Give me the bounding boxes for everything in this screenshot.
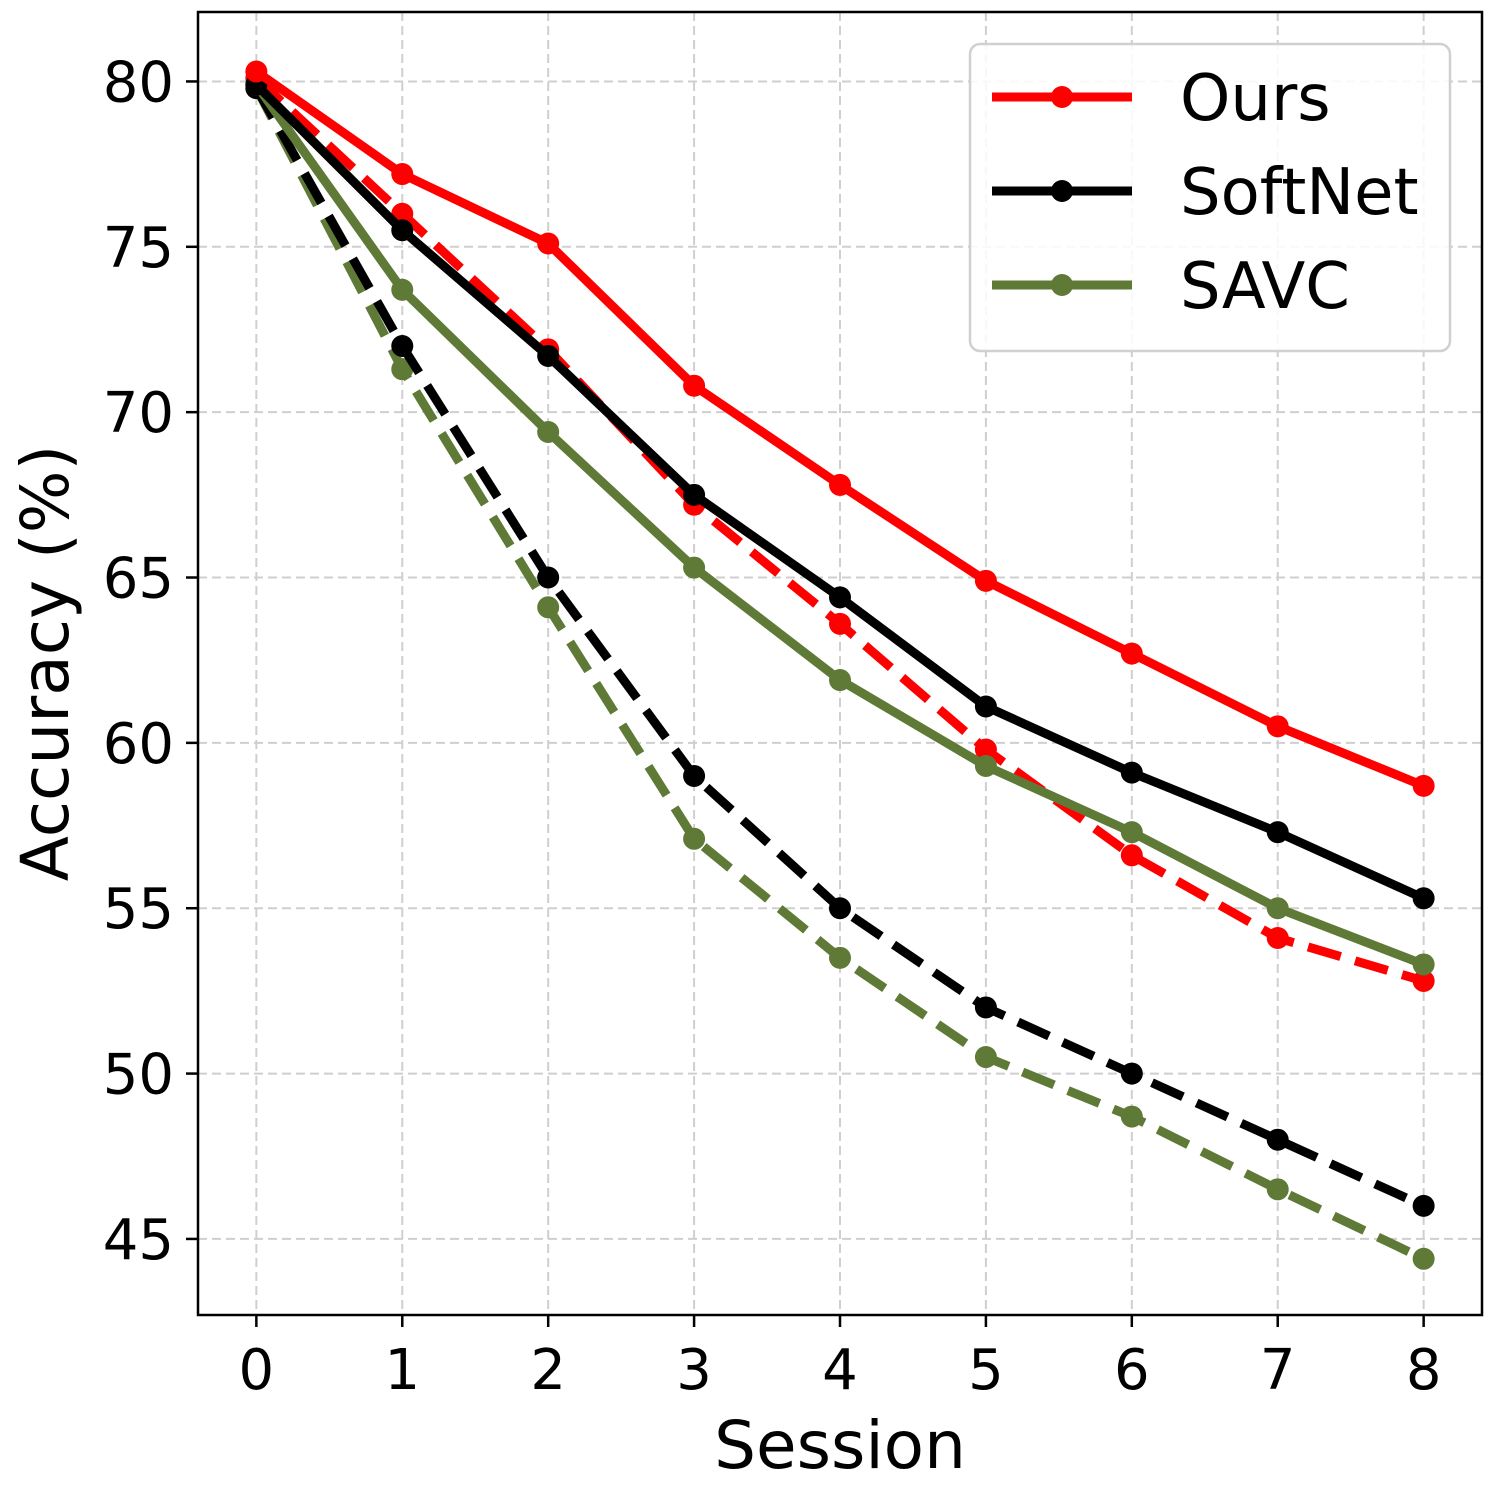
data-point: [829, 612, 851, 635]
x-tick-label: 6: [1114, 1338, 1150, 1403]
x-tick-label: 7: [1260, 1338, 1296, 1403]
data-point: [683, 764, 706, 787]
data-point: [683, 827, 706, 850]
legend-box: [968, 42, 1452, 353]
series-layer: [245, 60, 1435, 1270]
data-point: [974, 1046, 997, 1069]
data-point: [245, 60, 268, 83]
x-tick-label: 0: [239, 1338, 275, 1403]
data-point: [974, 755, 997, 778]
data-point: [1120, 844, 1143, 867]
data-point: [1266, 821, 1289, 844]
series-ours: [245, 60, 1435, 797]
legend-label: SAVC: [1180, 250, 1350, 324]
data-point: [1266, 897, 1289, 920]
y-tick-label: 80: [103, 50, 174, 115]
data-point: [974, 996, 997, 1019]
data-point: [1266, 926, 1289, 949]
data-point: [974, 569, 997, 592]
legend: Ours SoftNet SAVC: [968, 42, 1452, 353]
data-point: [829, 946, 851, 969]
legend-entry: Ours: [992, 62, 1331, 136]
data-point: [829, 473, 851, 496]
data-point: [829, 897, 851, 920]
data-point: [829, 586, 851, 609]
data-point: [537, 596, 560, 619]
legend-label: SoftNet: [1180, 156, 1419, 230]
data-point: [1266, 1178, 1289, 1201]
data-point: [974, 738, 997, 761]
x-tick-label: 2: [530, 1338, 566, 1403]
y-tick-label: 55: [103, 877, 174, 942]
data-point: [1120, 1105, 1143, 1128]
series-savc-dashed: [245, 77, 1435, 1270]
series-softnet-dashed: [245, 77, 1435, 1217]
x-tick-label: 4: [822, 1338, 858, 1403]
data-point: [391, 278, 414, 301]
data-point: [1412, 1194, 1435, 1217]
y-tick-label: 50: [103, 1043, 174, 1108]
x-tick-label: 3: [676, 1338, 712, 1403]
legend-entry: SoftNet: [992, 156, 1419, 230]
legend-swatch-marker: [1051, 86, 1073, 108]
y-tick-label: 60: [103, 712, 174, 777]
x-tick-label: 8: [1406, 1338, 1442, 1403]
legend-swatch-marker: [1051, 180, 1073, 202]
data-point: [391, 163, 414, 186]
x-tick-label: 1: [384, 1338, 420, 1403]
x-tick-label: 5: [968, 1338, 1004, 1403]
data-point: [683, 483, 706, 506]
data-point: [391, 219, 414, 242]
y-tick-label: 45: [103, 1208, 174, 1273]
legend-entry: SAVC: [992, 250, 1350, 324]
data-point: [1412, 774, 1435, 797]
series-softnet: [245, 73, 1435, 910]
data-point: [1120, 761, 1143, 784]
data-point: [1412, 1247, 1435, 1270]
data-point: [683, 374, 706, 397]
x-axis-title: Session: [714, 1407, 966, 1484]
data-point: [1266, 715, 1289, 738]
data-point: [537, 344, 560, 367]
y-tick-label: 70: [103, 381, 174, 446]
data-point: [537, 566, 560, 589]
y-axis-title: Accuracy (%): [7, 445, 84, 882]
series-savc: [245, 73, 1435, 976]
data-point: [1412, 969, 1435, 992]
data-point: [1412, 953, 1435, 976]
data-point: [1120, 642, 1143, 665]
data-point: [1412, 887, 1435, 910]
y-tick-label: 75: [103, 216, 174, 281]
data-point: [537, 421, 560, 444]
data-point: [1266, 1128, 1289, 1151]
legend-label: Ours: [1180, 62, 1331, 136]
data-point: [683, 556, 706, 579]
data-point: [1120, 821, 1143, 844]
legend-swatch-marker: [1051, 274, 1073, 296]
y-tick-label: 65: [103, 547, 174, 612]
data-point: [391, 335, 414, 358]
data-point: [829, 669, 851, 692]
data-point: [391, 358, 414, 381]
data-point: [1120, 1062, 1143, 1085]
data-point: [537, 232, 560, 255]
data-point: [974, 695, 997, 718]
